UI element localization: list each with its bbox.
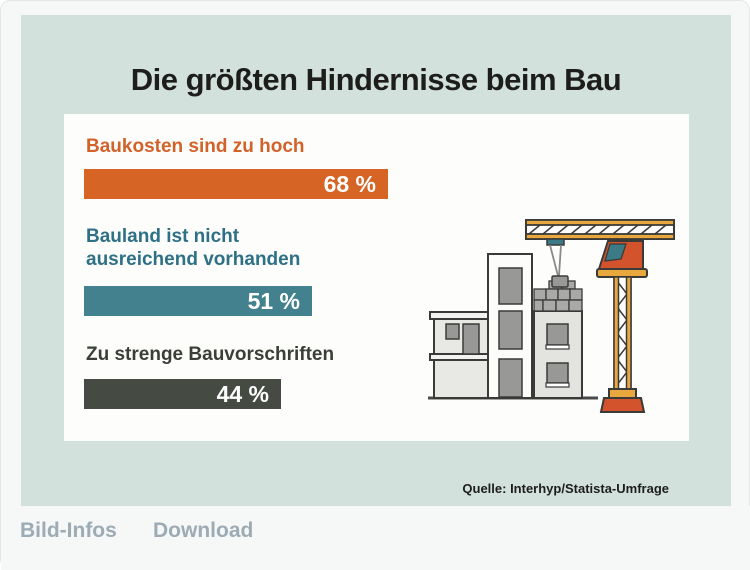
bild-infos-link[interactable]: Bild-Infos [20, 519, 117, 542]
chart-title: Die größten Hindernisse beim Bau [130, 62, 622, 97]
brick-wall-icon [533, 280, 583, 312]
bar-value-label: 51 % [247, 287, 300, 314]
crane-cable-icon [558, 244, 562, 277]
bar-label-bauland: Bauland ist nicht ausreichend vorhanden [86, 225, 300, 271]
bar-value-label: 68 % [323, 170, 376, 197]
bar-value-label: 44 % [216, 380, 269, 407]
bar-label-line: Bauland ist nicht [86, 226, 240, 247]
bar-bauland: 51 % [84, 286, 312, 316]
crane-trolley-icon [546, 238, 565, 246]
tower-building-icon [487, 253, 533, 399]
crane-load-icon [551, 275, 569, 288]
crane-cable-icon [549, 244, 559, 277]
infographic-canvas: Die größten Hindernisse beim Bau Baukost… [21, 15, 731, 506]
crane-cab-window-icon [604, 243, 627, 262]
small-house-icon [429, 311, 492, 399]
bar-label-bauvorschriften: Zu strenge Bauvorschriften [86, 343, 334, 366]
bar-label-baukosten: Baukosten sind zu hoch [86, 135, 305, 158]
source-credit: Quelle: Interhyp/Statista-Umfrage [462, 481, 669, 496]
tower-crane-icon [525, 219, 675, 413]
bar-baukosten: 68 % [84, 169, 388, 199]
bar-label-line: Baukosten sind zu hoch [86, 136, 305, 157]
bar-label-line: ausreichend vorhanden [86, 249, 301, 270]
bar-bauvorschriften: 44 % [84, 379, 281, 409]
chart-panel: Baukosten sind zu hoch 68 % Bauland ist … [64, 114, 689, 441]
unfinished-building-icon [533, 280, 583, 399]
download-link[interactable]: Download [153, 519, 254, 542]
bar-label-line: Zu strenge Bauvorschriften [86, 344, 335, 365]
footer-bar: Bild-Infos Download [1, 506, 750, 570]
construction-illustration [428, 219, 675, 413]
crane-base-icon [599, 397, 646, 413]
